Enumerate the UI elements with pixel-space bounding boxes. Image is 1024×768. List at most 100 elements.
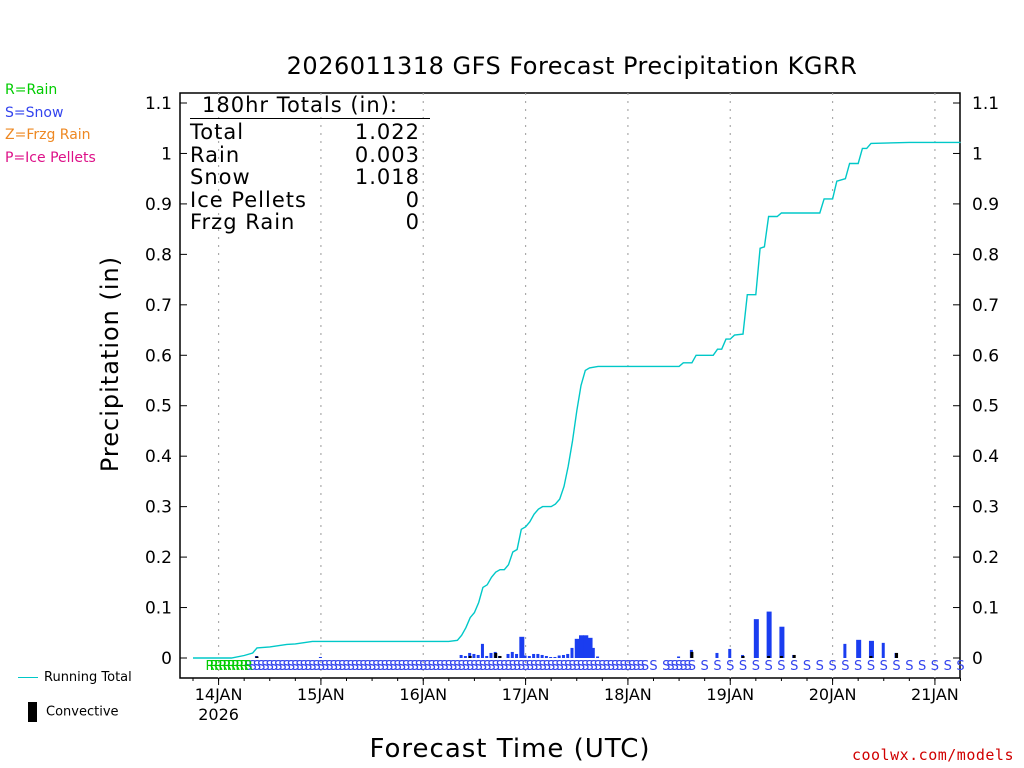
- precip-bar: [574, 638, 580, 658]
- precip-bar: [519, 636, 525, 658]
- x-tick-label: 14JAN: [195, 685, 243, 704]
- ptype-marker-snow: S: [313, 659, 321, 674]
- ptype-marker-snow: S: [500, 659, 508, 674]
- ptype-marker-snow: S: [440, 659, 448, 674]
- totals-value: 1.022: [354, 120, 420, 144]
- y-tick-label-right: 0.5: [972, 397, 999, 417]
- y-tick-label: 0.2: [145, 548, 172, 568]
- ptype-marker-snow: S: [376, 659, 384, 674]
- x-tick-label: 15JAN: [297, 685, 345, 704]
- ptype-marker-snow: S: [415, 659, 423, 674]
- ptype-marker-snow: S: [752, 659, 760, 674]
- legend-convective: Convective: [28, 702, 119, 722]
- ptype-marker-snow: S: [944, 659, 952, 674]
- ptype-marker-snow: S: [432, 659, 440, 674]
- ptype-marker-snow: S: [628, 659, 636, 674]
- convective-bar: [255, 656, 259, 658]
- y-tick-label: 0.8: [145, 245, 172, 265]
- precip-bar: [753, 619, 759, 658]
- ptype-marker-snow: S: [308, 659, 316, 674]
- ptype-marker-snow: S: [372, 659, 380, 674]
- ptype-marker-snow: S: [457, 659, 465, 674]
- precip-bar: [515, 653, 519, 658]
- ptype-marker-snow: S: [521, 659, 529, 674]
- ptype-marker-snow: S: [266, 659, 274, 674]
- ptype-marker-snow: S: [249, 659, 257, 674]
- precip-bar: [843, 643, 847, 658]
- ptype-marker-snow: S: [300, 659, 308, 674]
- ptype-marker-snow: S: [632, 659, 640, 674]
- legend-rain: R=Rain: [5, 82, 57, 98]
- ptype-marker-snow: S: [931, 659, 939, 674]
- ptype-marker-snow: S: [274, 659, 282, 674]
- ptype-marker-snow: S: [509, 659, 517, 674]
- ptype-marker-snow: S: [449, 659, 457, 674]
- ptype-marker-snow: S: [679, 659, 687, 674]
- ptype-marker-rain: R: [244, 659, 253, 674]
- chart-title: 2026011318 GFS Forecast Precipitation KG…: [286, 52, 858, 80]
- totals-label: Ice Pellets: [190, 187, 307, 212]
- ptype-marker-snow: S: [816, 659, 824, 674]
- ptype-marker-snow: S: [590, 659, 598, 674]
- ptype-marker-rain: R: [227, 659, 236, 674]
- ptype-marker-snow: S: [641, 659, 649, 674]
- ptype-marker-snow: S: [905, 659, 913, 674]
- ptype-marker-snow: S: [577, 659, 585, 674]
- ptype-marker-snow: S: [611, 659, 619, 674]
- precip-bar: [480, 643, 484, 658]
- ptype-marker-snow: S: [892, 659, 900, 674]
- ptype-marker-snow: S: [244, 659, 252, 674]
- y-tick-label-right: 0.1: [972, 599, 999, 619]
- totals-label: Snow: [190, 165, 251, 189]
- totals-value: 0: [405, 210, 420, 234]
- precip-bar: [856, 639, 862, 658]
- ptype-marker-snow: S: [466, 659, 474, 674]
- plot-frame: [179, 92, 961, 679]
- ptype-marker-snow: S: [841, 659, 849, 674]
- precip-bar: [881, 642, 885, 658]
- legend-frzg: Z=Frzg Rain: [5, 127, 91, 143]
- y-tick-label: 0.5: [145, 397, 172, 417]
- ptype-marker-snow: S: [671, 659, 679, 674]
- ptype-marker-snow: S: [394, 659, 402, 674]
- y-tick-label: 0: [161, 649, 172, 669]
- ptype-marker-snow: S: [398, 659, 406, 674]
- y-tick-label-right: 1.1: [972, 94, 999, 114]
- x-axis-label: Forecast Time (UTC): [369, 734, 651, 764]
- ptype-marker-snow: S: [445, 659, 453, 674]
- convective-bar: [869, 655, 873, 658]
- precip-bar: [591, 647, 595, 658]
- convective-bar: [767, 655, 771, 658]
- totals-label: Total: [190, 120, 245, 144]
- ptype-marker-snow: S: [551, 659, 559, 674]
- precip-bar: [506, 653, 510, 658]
- ptype-marker-snow: S: [317, 659, 325, 674]
- precip-bar: [766, 611, 772, 658]
- ptype-marker-snow: S: [624, 659, 632, 674]
- y-tick-label: 0.1: [145, 599, 172, 619]
- x-tick-label: 21JAN: [911, 685, 959, 704]
- ptype-marker-snow: S: [364, 659, 372, 674]
- ptype-marker-snow: S: [764, 659, 772, 674]
- precip-bar: [557, 655, 561, 658]
- ptype-marker-snow: S: [492, 659, 500, 674]
- ptype-marker-snow: S: [321, 659, 329, 674]
- precip-bar: [459, 654, 463, 658]
- y-tick-label: 0.7: [145, 296, 172, 316]
- precip-bar: [728, 648, 732, 658]
- y-tick-label-right: 0.3: [972, 498, 999, 518]
- precip-bar: [523, 655, 527, 658]
- precip-bar: [715, 652, 719, 658]
- ptype-marker-snow: S: [539, 659, 547, 674]
- ptype-marker-snow: S: [598, 659, 606, 674]
- ptype-marker-snow: S: [283, 659, 291, 674]
- precip-bar: [489, 652, 493, 658]
- ptype-marker-snow: S: [573, 659, 581, 674]
- running-total-label: Running Total: [44, 670, 132, 685]
- precip-bar: [540, 654, 544, 658]
- totals-row-ice: Ice Pellets 0: [190, 187, 420, 212]
- ptype-marker-snow: S: [325, 659, 333, 674]
- ptype-marker-snow: S: [483, 659, 491, 674]
- ptype-marker-snow: S: [359, 659, 367, 674]
- ptype-marker-snow: S: [918, 659, 926, 674]
